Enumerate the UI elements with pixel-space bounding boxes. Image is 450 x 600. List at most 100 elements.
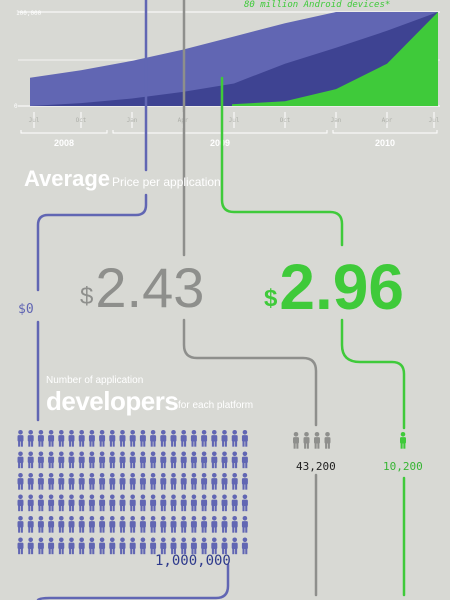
person-body [17, 435, 24, 442]
person-leg [150, 440, 153, 447]
person-leg [89, 462, 92, 469]
year-label: 2008 [54, 138, 74, 148]
person-leg [181, 462, 184, 469]
person-leg [150, 462, 153, 469]
person-icon [139, 473, 146, 490]
person-icon [221, 473, 228, 490]
person-icon [37, 516, 44, 533]
person-leg [18, 548, 21, 555]
person-leg [222, 483, 225, 490]
person-leg [232, 462, 235, 469]
person-leg [38, 548, 41, 555]
person-icon [17, 451, 24, 469]
person-body [68, 521, 75, 528]
person-body [109, 499, 116, 506]
person-icon [99, 516, 106, 533]
person-body [17, 456, 24, 463]
person-leg [82, 483, 85, 490]
person-head [99, 516, 105, 521]
person-icon [109, 451, 116, 469]
person-leg [160, 483, 163, 490]
person-body [109, 542, 116, 549]
person-leg [18, 505, 21, 512]
person-head [181, 537, 186, 543]
person-head [191, 473, 197, 478]
person-icon [241, 537, 248, 555]
person-head [18, 516, 23, 521]
person-head [130, 516, 135, 521]
person-icon [150, 430, 157, 447]
person-leg [41, 483, 44, 490]
person-leg [133, 505, 136, 512]
person-leg [211, 505, 214, 512]
person-icon [139, 451, 146, 469]
person-icon [17, 430, 24, 447]
person-body [201, 456, 208, 463]
person-leg [325, 442, 328, 449]
person-icon [211, 430, 218, 447]
person-body [180, 478, 187, 485]
person-leg [235, 548, 238, 555]
person-leg [153, 548, 156, 555]
person-leg [191, 505, 194, 512]
person-body [27, 435, 34, 442]
person-leg [201, 548, 204, 555]
person-leg [204, 462, 207, 469]
person-leg [109, 483, 112, 490]
person-body [88, 521, 95, 528]
person-leg [69, 526, 72, 533]
person-head [99, 451, 105, 457]
person-head [99, 473, 105, 478]
person-leg [31, 440, 34, 447]
person-icon [201, 451, 208, 469]
person-leg [143, 526, 146, 533]
person-icon [48, 516, 55, 533]
person-icon [221, 516, 228, 533]
person-leg [82, 526, 85, 533]
person-leg [109, 548, 112, 555]
person-leg [201, 505, 204, 512]
person-leg [181, 440, 184, 447]
person-head [79, 516, 84, 521]
person-body [129, 521, 136, 528]
person-leg [112, 526, 115, 533]
person-leg [102, 483, 105, 490]
person-body [211, 456, 218, 463]
person-leg [51, 505, 54, 512]
person-head [69, 430, 74, 435]
person-leg [20, 548, 23, 555]
person-icon [68, 537, 75, 555]
person-icon [37, 473, 44, 490]
person-leg [48, 505, 51, 512]
person-head [89, 516, 95, 521]
person-head [181, 473, 186, 478]
person-head [69, 516, 74, 521]
person-body [68, 478, 75, 485]
person-body [160, 521, 167, 528]
person-head [181, 494, 186, 500]
person-icon [201, 494, 208, 512]
year-bracket [112, 130, 328, 134]
person-leg [120, 505, 123, 512]
person-icon [170, 451, 177, 469]
person-head [212, 451, 217, 457]
person-body [139, 521, 146, 528]
person-head [181, 451, 186, 457]
person-body [88, 456, 95, 463]
person-leg [140, 548, 143, 555]
person-body [48, 435, 55, 442]
person-head [171, 473, 176, 478]
person-leg [58, 526, 61, 533]
person-leg [79, 526, 82, 533]
person-icon [68, 494, 75, 512]
person-icon [231, 537, 238, 555]
person-head [314, 432, 320, 437]
person-icon [88, 516, 95, 533]
person-leg [69, 462, 72, 469]
person-icon [119, 516, 126, 533]
person-icon [190, 451, 197, 469]
person-leg [150, 505, 153, 512]
person-leg [99, 505, 102, 512]
person-icon [119, 451, 126, 469]
